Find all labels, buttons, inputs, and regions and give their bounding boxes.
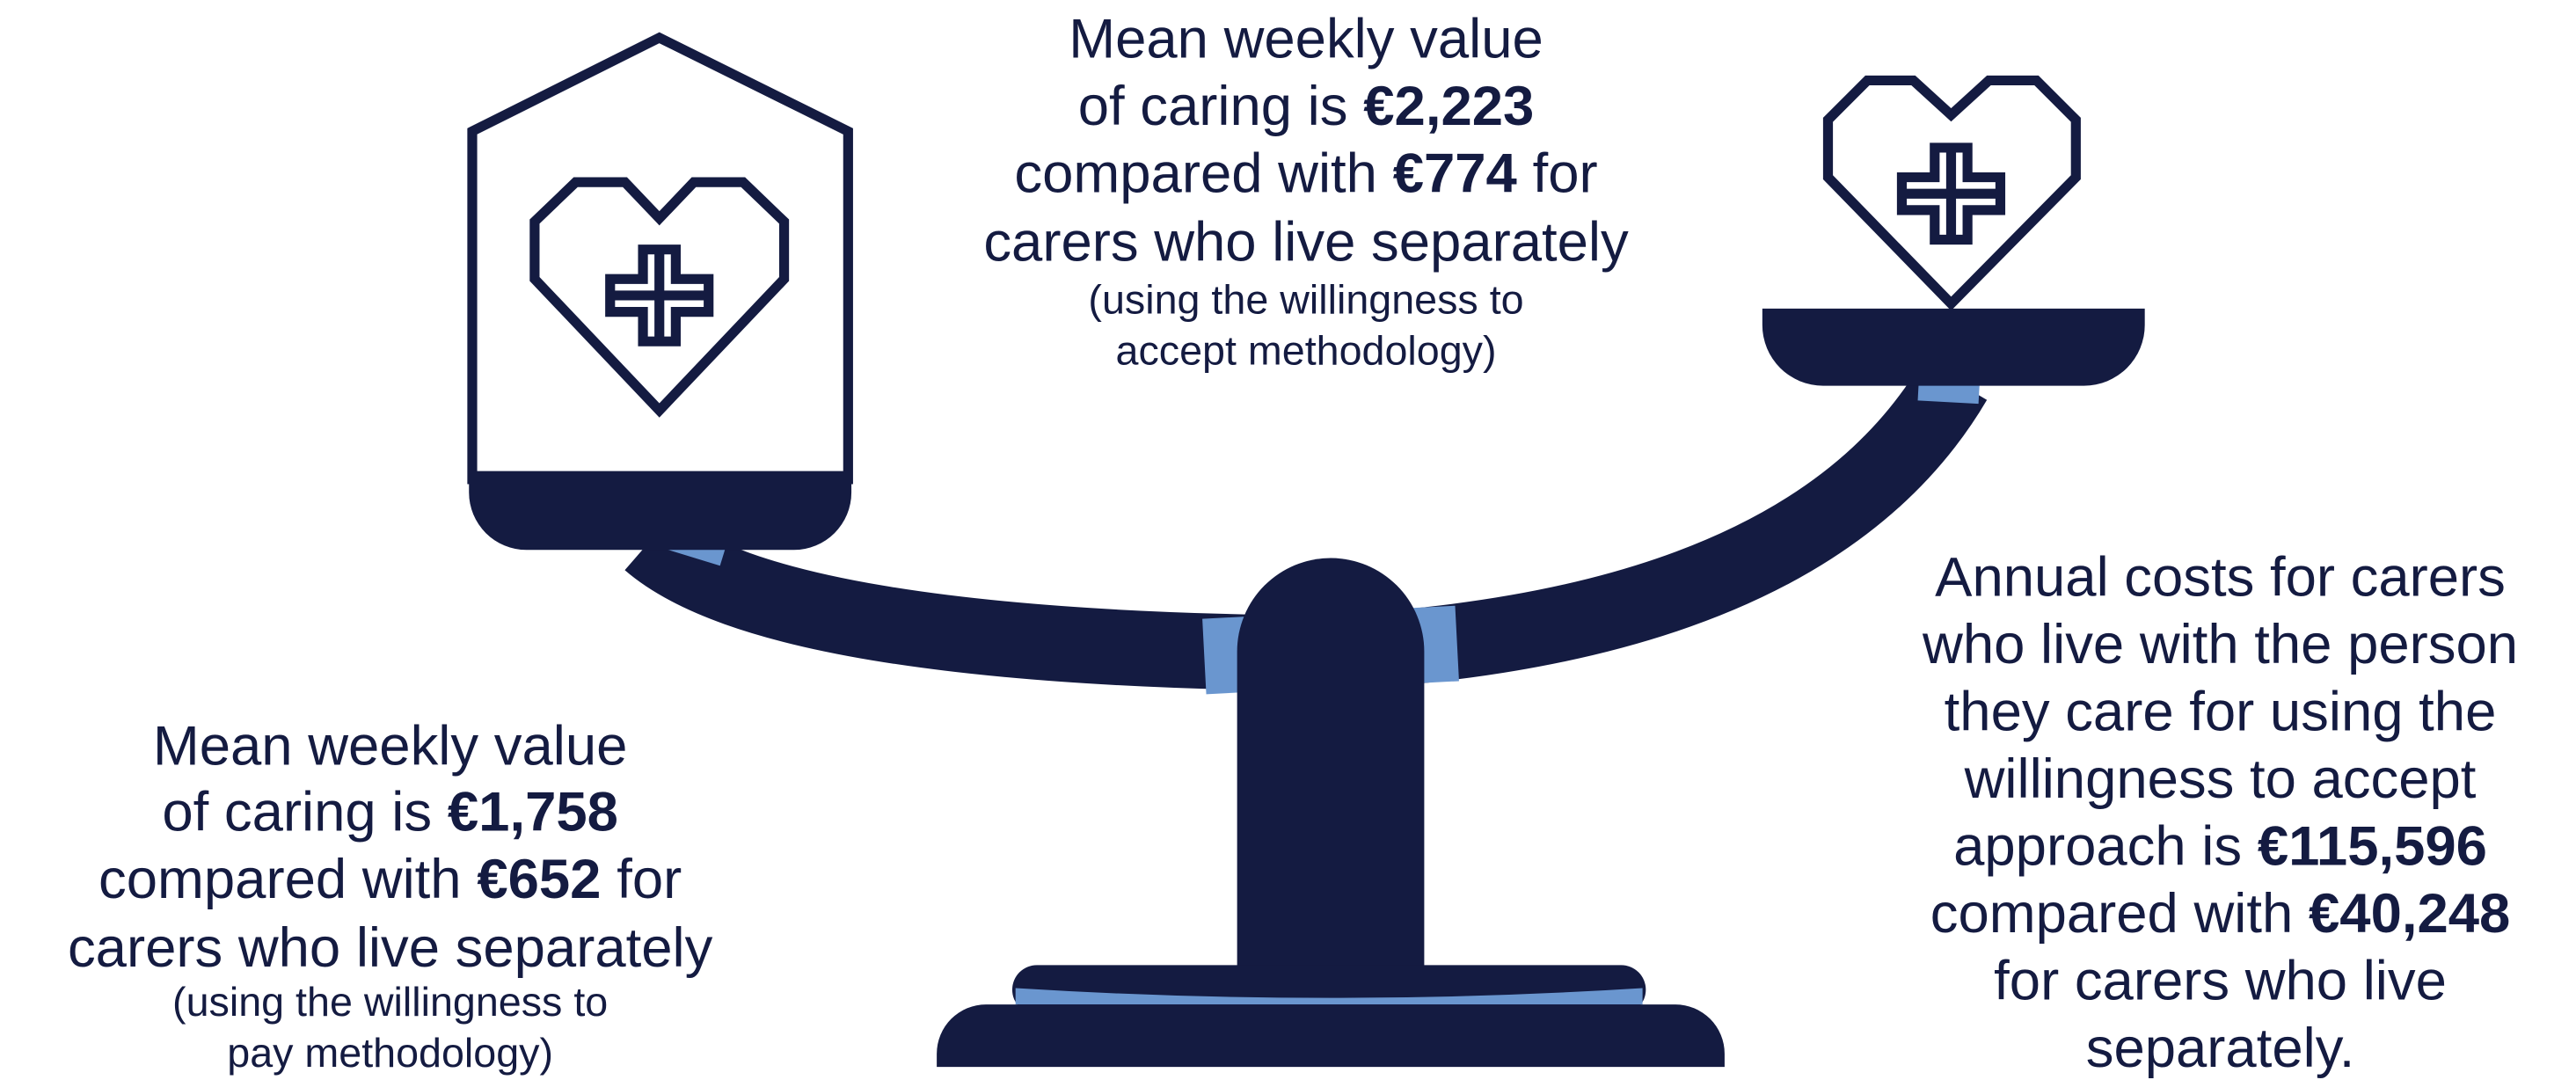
text-line: approach is €115,596 — [1953, 816, 2487, 878]
text-line: of caring is€2,223 — [1078, 76, 1535, 137]
text-line: for carers who live — [1994, 951, 2447, 1012]
text-line: compared with €774 for — [1014, 142, 1597, 204]
text-line: Mean weekly value — [153, 716, 628, 777]
infographic: Mean weekly valueof caring is€2,223compa… — [0, 0, 2576, 1080]
text-segment: they care for using the — [1945, 681, 2497, 742]
text-line: Mean weekly value — [1069, 8, 1543, 69]
text-segment: approach is — [1953, 816, 2242, 878]
text-segment: for — [617, 849, 682, 910]
value-highlight: €1,758 — [448, 781, 618, 843]
text-segment: willingness to accept — [1964, 748, 2477, 810]
text-segment: Annual costs for carers — [1935, 546, 2506, 608]
cross-icon — [610, 250, 709, 342]
text-line: compared with€40,248 — [1930, 883, 2511, 945]
text-segment: of caring is — [162, 781, 432, 843]
text-segment: carers who live separately — [68, 917, 713, 979]
text-line: willingness to accept — [1964, 748, 2477, 810]
page: Mean weekly valueof caring is€2,223compa… — [0, 0, 2576, 1080]
text-segment: for — [1533, 142, 1598, 204]
text-segment: Mean weekly value — [153, 716, 628, 777]
cross-icon — [1901, 148, 2000, 240]
right-pan — [1762, 309, 2145, 386]
text-segment: compared with — [1930, 883, 2294, 945]
text-segment: of caring is — [1078, 76, 1348, 137]
left-pan — [469, 471, 851, 551]
value-highlight: €115,596 — [2258, 816, 2487, 878]
text-segment: Mean weekly value — [1069, 8, 1543, 69]
text-line: separately. — [2086, 1018, 2355, 1079]
value-highlight: €40,248 — [2309, 883, 2510, 945]
text-segment: for carers who live — [1994, 951, 2447, 1012]
value-highlight: €774 — [1393, 142, 1517, 204]
text-segment: separately. — [2086, 1018, 2355, 1079]
methodology-note: pay methodology) — [227, 1030, 553, 1076]
base-lower — [937, 1004, 1725, 1067]
text-line: carers who live separately — [68, 917, 713, 979]
beam-accent — [1918, 390, 1979, 394]
text-segment: carers who live separately — [983, 212, 1629, 274]
text-line: carers who live separately — [983, 212, 1629, 274]
text-line: Annual costs for carers — [1935, 546, 2506, 608]
methodology-note: (using the willingness to — [172, 979, 608, 1025]
text-line: of caring is €1,758 — [162, 781, 618, 843]
methodology-note: accept methodology) — [1116, 327, 1497, 373]
value-highlight: €2,223 — [1363, 76, 1534, 137]
value-highlight: €652 — [477, 849, 601, 910]
text-line: who live with the person — [1922, 614, 2518, 675]
methodology-note: (using the willingness to — [1088, 276, 1523, 322]
text-line: compared with€652 for — [99, 849, 682, 910]
text-segment: who live with the person — [1922, 614, 2518, 675]
text-segment: compared with — [99, 849, 462, 910]
text-segment: compared with — [1014, 142, 1377, 204]
text-line: they care for using the — [1945, 681, 2497, 742]
post — [1237, 558, 1425, 977]
